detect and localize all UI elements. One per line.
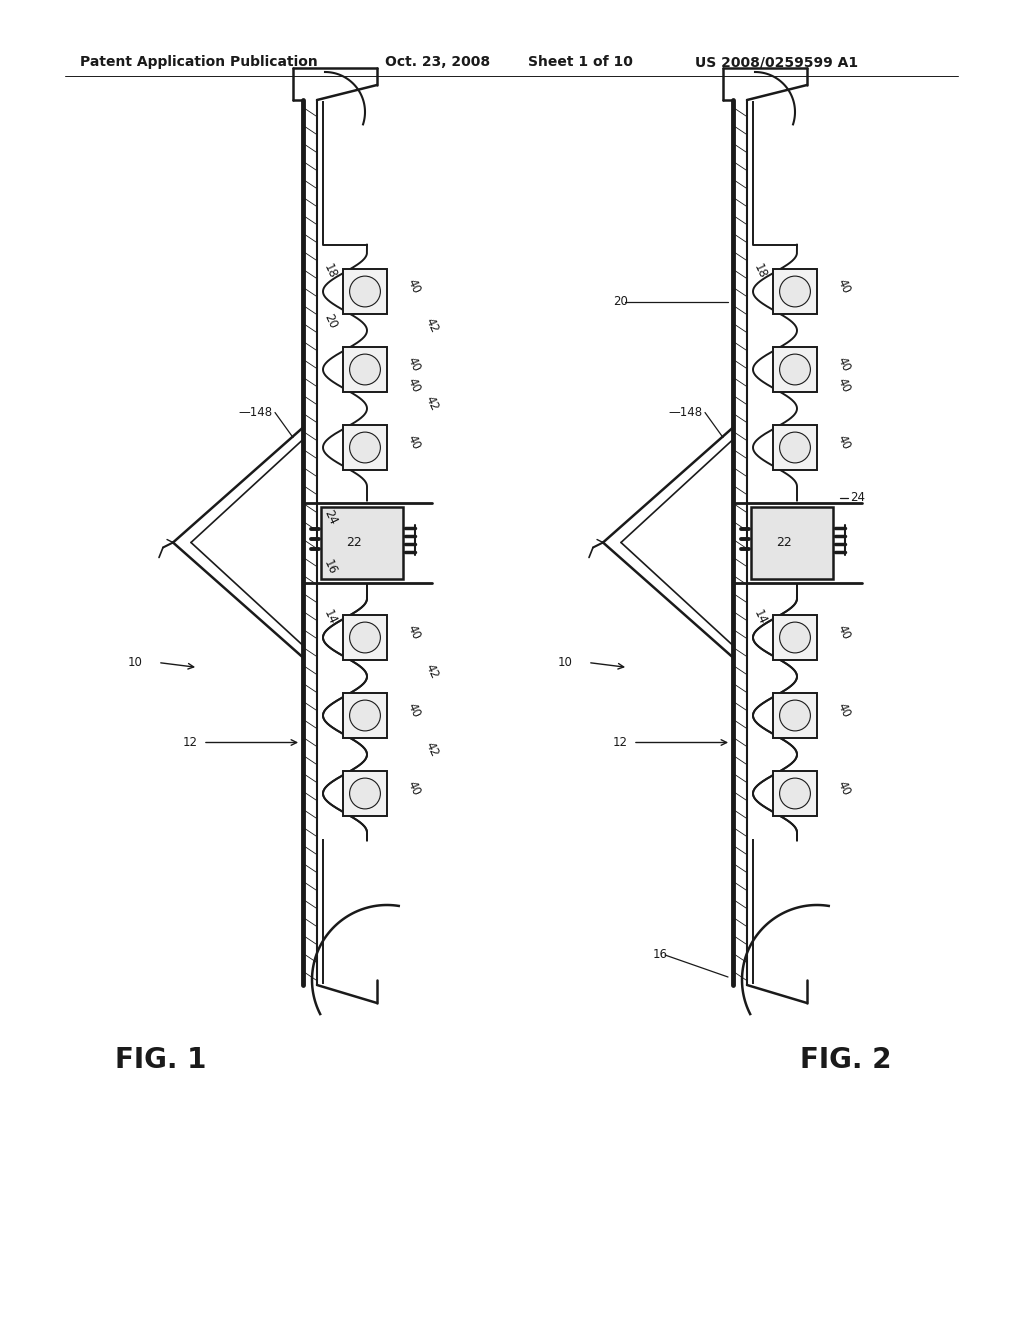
Circle shape <box>349 777 380 809</box>
Text: 40: 40 <box>835 433 853 451</box>
Circle shape <box>779 276 810 306</box>
Text: 42: 42 <box>423 741 441 759</box>
Text: 16: 16 <box>321 558 339 577</box>
Text: 40: 40 <box>835 355 853 374</box>
Bar <box>751 507 833 578</box>
Text: —148: —148 <box>239 407 273 418</box>
Text: 40: 40 <box>406 355 423 374</box>
Bar <box>772 269 817 314</box>
Text: 16: 16 <box>653 949 668 961</box>
Text: 40: 40 <box>835 376 853 395</box>
Circle shape <box>779 432 810 463</box>
Circle shape <box>349 354 380 385</box>
Bar <box>343 615 387 660</box>
Text: 40: 40 <box>835 277 853 296</box>
Text: 40: 40 <box>406 277 423 296</box>
Text: 20: 20 <box>321 312 339 331</box>
Bar <box>772 615 817 660</box>
Circle shape <box>779 700 810 731</box>
Bar <box>343 269 387 314</box>
Text: 40: 40 <box>406 701 423 719</box>
Text: US 2008/0259599 A1: US 2008/0259599 A1 <box>695 55 858 69</box>
Text: 12: 12 <box>183 737 198 748</box>
Text: 10: 10 <box>128 656 143 669</box>
Text: FIG. 2: FIG. 2 <box>800 1045 892 1074</box>
Circle shape <box>349 432 380 463</box>
Text: 14: 14 <box>321 609 339 627</box>
Text: 40: 40 <box>406 779 423 799</box>
Text: 40: 40 <box>835 623 853 642</box>
Bar <box>772 347 817 392</box>
Text: 42: 42 <box>423 393 441 413</box>
Circle shape <box>349 276 380 306</box>
Text: 12: 12 <box>613 737 628 748</box>
Text: 22: 22 <box>346 536 361 549</box>
Text: 24: 24 <box>850 491 865 504</box>
Text: Oct. 23, 2008: Oct. 23, 2008 <box>385 55 490 69</box>
Circle shape <box>349 700 380 731</box>
Text: 10: 10 <box>558 656 573 669</box>
Text: Patent Application Publication: Patent Application Publication <box>80 55 317 69</box>
Text: 18: 18 <box>321 261 339 281</box>
Text: 18: 18 <box>751 261 769 281</box>
Text: 40: 40 <box>406 376 423 395</box>
Bar <box>343 425 387 470</box>
Text: FIG. 1: FIG. 1 <box>115 1045 207 1074</box>
Text: 40: 40 <box>835 701 853 719</box>
Bar <box>772 425 817 470</box>
Bar <box>343 771 387 816</box>
Bar <box>343 347 387 392</box>
Text: 42: 42 <box>423 661 441 681</box>
Bar <box>321 507 403 578</box>
Text: 40: 40 <box>835 779 853 799</box>
Text: 42: 42 <box>423 315 441 335</box>
Text: Sheet 1 of 10: Sheet 1 of 10 <box>528 55 633 69</box>
Text: 20: 20 <box>613 294 628 308</box>
Text: 40: 40 <box>406 433 423 451</box>
Bar <box>343 693 387 738</box>
Circle shape <box>779 354 810 385</box>
Circle shape <box>349 622 380 653</box>
Text: 14: 14 <box>751 609 769 627</box>
Bar <box>772 693 817 738</box>
Text: 22: 22 <box>776 536 792 549</box>
Text: 24: 24 <box>321 508 339 527</box>
Text: —148: —148 <box>669 407 703 418</box>
Circle shape <box>779 777 810 809</box>
Bar <box>772 771 817 816</box>
Circle shape <box>779 622 810 653</box>
Text: 40: 40 <box>406 623 423 642</box>
